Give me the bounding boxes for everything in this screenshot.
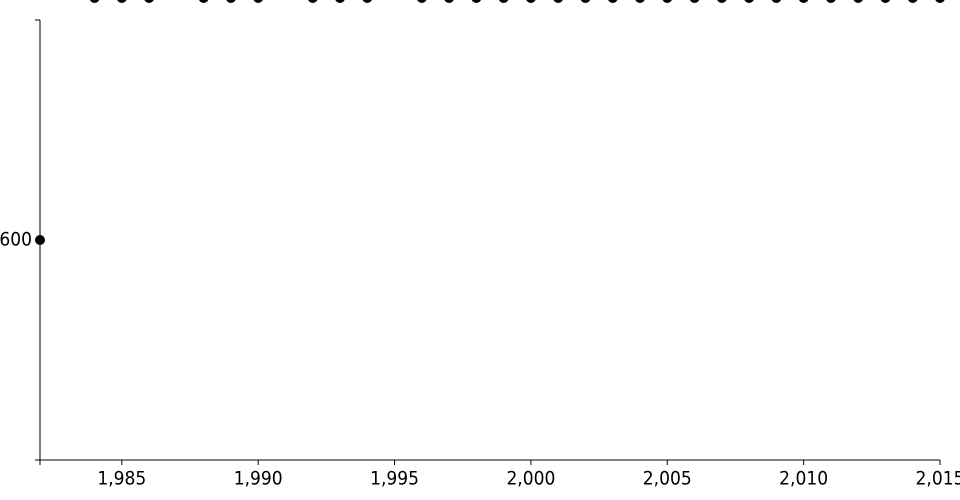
point [853, 0, 863, 3]
point [826, 0, 836, 3]
point [335, 0, 345, 3]
x-tick-label: 2,015 [916, 468, 960, 490]
x-tick-label: 2,000 [506, 468, 555, 490]
x-tick-label: 1,995 [370, 468, 419, 490]
x-tick-label: 2,010 [779, 468, 828, 490]
point [553, 0, 563, 3]
x-tick-label: 2,005 [643, 468, 692, 490]
point [608, 0, 618, 3]
point [717, 0, 727, 3]
point [771, 0, 781, 3]
point [89, 0, 100, 3]
x-tick-label: 1,985 [97, 468, 146, 490]
point [444, 0, 454, 3]
point [144, 0, 154, 3]
point [744, 0, 754, 3]
point [580, 0, 591, 3]
point [253, 0, 263, 3]
point [35, 235, 45, 245]
point [799, 0, 809, 3]
point [880, 0, 891, 3]
point [362, 0, 372, 3]
point [499, 0, 509, 3]
point [662, 0, 672, 3]
point [935, 0, 945, 3]
point [689, 0, 700, 3]
y-tick-label: 600 [0, 229, 32, 251]
point [908, 0, 918, 3]
point [199, 0, 209, 3]
point [417, 0, 427, 3]
point [308, 0, 318, 3]
point [117, 0, 127, 3]
point [526, 0, 536, 3]
point [471, 0, 481, 3]
point [226, 0, 236, 3]
x-tick-label: 1,990 [234, 468, 283, 490]
point [635, 0, 645, 3]
